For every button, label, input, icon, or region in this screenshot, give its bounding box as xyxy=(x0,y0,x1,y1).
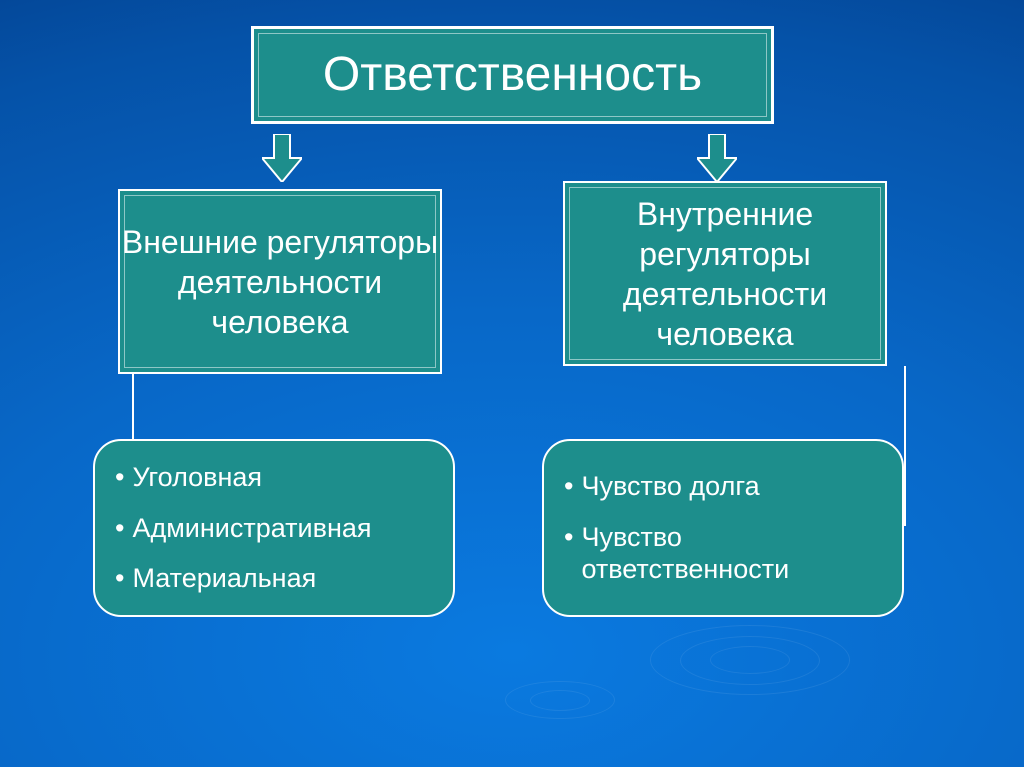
arrow-left-icon xyxy=(262,134,302,182)
bullet-dot-icon: • xyxy=(564,470,573,502)
title-box: Ответственность xyxy=(251,26,774,124)
branch-box-internal: Внутренние регуляторы деятельности челов… xyxy=(563,181,887,366)
bullet-dot-icon: • xyxy=(115,512,124,544)
bullet-item: •Чувство долга xyxy=(564,470,882,502)
bullet-item: •Уголовная xyxy=(115,461,433,493)
bullet-dot-icon: • xyxy=(564,521,573,553)
bullet-text: Чувство ответственности xyxy=(581,521,882,586)
bullet-dot-icon: • xyxy=(115,562,124,594)
connector-right-vertical xyxy=(904,366,906,526)
bullet-text: Уголовная xyxy=(132,461,262,493)
bullet-text: Административная xyxy=(132,512,371,544)
bullet-item: •Материальная xyxy=(115,562,433,594)
arrow-right-icon xyxy=(697,134,737,182)
branch-label-external: Внешние регуляторы деятельности человека xyxy=(120,222,440,342)
bullet-text: Материальная xyxy=(132,562,316,594)
bullets-box-external: •Уголовная•Административная•Материальная xyxy=(93,439,455,617)
branch-label-internal: Внутренние регуляторы деятельности челов… xyxy=(565,194,885,354)
bullets-box-internal: •Чувство долга•Чувство ответственности xyxy=(542,439,904,617)
title-text: Ответственность xyxy=(323,45,702,105)
bullet-item: •Административная xyxy=(115,512,433,544)
bullet-text: Чувство долга xyxy=(581,470,759,502)
bullet-item: •Чувство ответственности xyxy=(564,521,882,586)
branch-box-external: Внешние регуляторы деятельности человека xyxy=(118,189,442,374)
bullet-dot-icon: • xyxy=(115,461,124,493)
